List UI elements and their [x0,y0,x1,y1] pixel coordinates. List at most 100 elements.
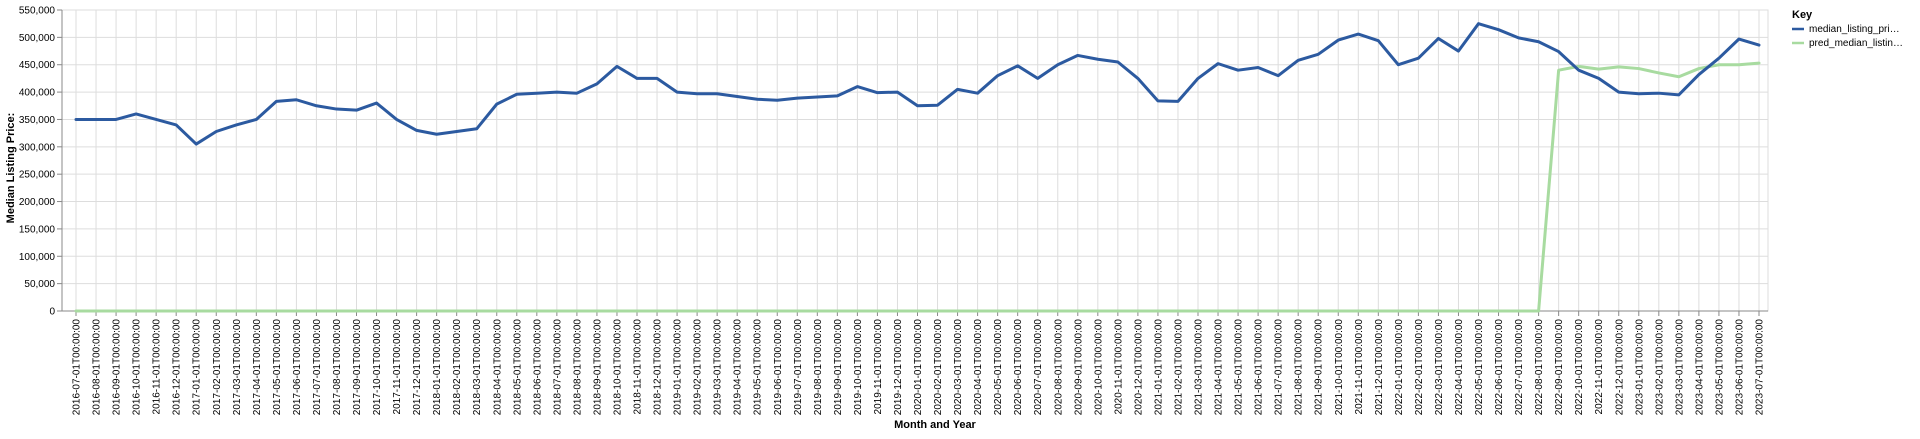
x-tick-label: 2020-04-01T00:00:00 [973,319,984,416]
x-tick-label: 2018-05-01T00:00:00 [512,319,523,416]
x-tick-label: 2017-02-01T00:00:00 [212,319,223,416]
series-line-2 [74,61,1761,313]
x-tick-label: 2022-02-01T00:00:00 [1414,319,1425,416]
series-line-1 [74,22,1761,146]
y-tick-label: 0 [49,307,55,318]
x-tick-label: 2022-08-01T00:00:00 [1534,319,1545,416]
x-tick-label: 2022-04-01T00:00:00 [1454,319,1465,416]
x-tick-label: 2021-03-01T00:00:00 [1194,319,1205,416]
x-tick-label: 2020-05-01T00:00:00 [993,319,1004,416]
x-tick-label: 2017-09-01T00:00:00 [352,319,363,416]
y-tick-label: 100,000 [19,252,56,263]
x-tick-label: 2017-03-01T00:00:00 [232,319,243,416]
gridlines [61,9,1769,312]
x-tick-label: 2018-11-01T00:00:00 [633,319,644,415]
legend-title: Key [1792,9,1813,21]
x-tick-label: 2023-05-01T00:00:00 [1714,319,1725,416]
x-tick-label: 2018-10-01T00:00:00 [612,319,623,416]
x-tick-label: 2022-07-01T00:00:00 [1514,319,1525,416]
y-tick-label: 150,000 [19,224,56,235]
x-tick-label: 2018-03-01T00:00:00 [472,319,483,416]
x-tick-label: 2022-09-01T00:00:00 [1554,319,1565,416]
x-tick-label: 2017-08-01T00:00:00 [332,319,343,416]
x-tick-label: 2018-06-01T00:00:00 [532,319,543,416]
x-tick-label: 2020-12-01T00:00:00 [1133,319,1144,416]
x-tick-label: 2016-09-01T00:00:00 [112,319,123,416]
x-tick-label: 2017-10-01T00:00:00 [372,319,383,416]
y-tick-label: 500,000 [19,33,56,44]
x-tick-label: 2021-11-01T00:00:00 [1354,319,1365,415]
x-tick-label: 2018-04-01T00:00:00 [492,319,503,416]
y-tick-label: 300,000 [19,142,56,153]
legend-label: median_listing_pri… [1809,24,1900,35]
legend-items: median_listing_pri… pred_median_listin… [1792,24,1903,49]
x-axis-tick-labels: 2016-07-01T00:00:00 2016-08-01T00:00:00 20… [72,319,1766,416]
x-tick-label: 2017-01-01T00:00:00 [192,319,203,416]
x-tick-label: 2019-08-01T00:00:00 [813,319,824,416]
x-tick-label: 2020-02-01T00:00:00 [933,319,944,416]
x-tick-label: 2021-12-01T00:00:00 [1374,319,1385,416]
x-tick-label: 2022-01-01T00:00:00 [1394,319,1405,416]
x-tick-label: 2022-03-01T00:00:00 [1434,319,1445,416]
x-tick-label: 2021-05-01T00:00:00 [1234,319,1245,416]
x-tick-label: 2018-01-01T00:00:00 [432,319,443,416]
y-tick-label: 50,000 [24,279,55,290]
y-tick-label: 450,000 [19,60,56,71]
x-tick-label: 2019-04-01T00:00:00 [733,319,744,416]
x-tick-label: 2016-07-01T00:00:00 [72,319,83,416]
x-tick-label: 2021-09-01T00:00:00 [1314,319,1325,416]
x-tick-label: 2022-11-01T00:00:00 [1594,319,1605,415]
y-tick-label: 550,000 [19,6,56,17]
x-tick-label: 2019-09-01T00:00:00 [833,319,844,416]
y-axis-title: Median Listing Price: [5,113,17,224]
series-lines [74,22,1761,313]
x-tick-label: 2019-10-01T00:00:00 [853,319,864,416]
x-tick-label: 2020-09-01T00:00:00 [1073,319,1084,416]
x-tick-label: 2019-12-01T00:00:00 [893,319,904,416]
x-tick-label: 2018-09-01T00:00:00 [592,319,603,416]
x-tick-label: 2017-06-01T00:00:00 [292,319,303,416]
x-tick-label: 2017-05-01T00:00:00 [272,319,283,416]
x-tick-label: 2020-07-01T00:00:00 [1033,319,1044,416]
legend-label: pred_median_listin… [1809,38,1903,49]
x-tick-label: 2020-08-01T00:00:00 [1053,319,1064,416]
x-tick-label: 2018-07-01T00:00:00 [552,319,563,416]
x-tick-label: 2022-12-01T00:00:00 [1614,319,1625,416]
x-tick-label: 2019-02-01T00:00:00 [693,319,704,416]
x-axis-title: Month and Year [894,419,976,431]
x-tick-label: 2019-05-01T00:00:00 [753,319,764,416]
x-tick-label: 2022-06-01T00:00:00 [1494,319,1505,416]
y-axis-tick-labels: 0 50,000 100,000 150,000 200,000 250,000 300,0… [19,6,56,318]
x-tick-label: 2020-01-01T00:00:00 [913,319,924,416]
x-tick-label: 2021-02-01T00:00:00 [1173,319,1184,416]
x-tick-label: 2019-01-01T00:00:00 [673,319,684,416]
x-tick-label: 2021-06-01T00:00:00 [1254,319,1265,416]
x-tick-label: 2020-10-01T00:00:00 [1093,319,1104,416]
axes [57,9,1768,316]
x-tick-label: 2016-11-01T00:00:00 [152,319,163,415]
x-tick-label: 2020-06-01T00:00:00 [1013,319,1024,416]
x-tick-label: 2019-07-01T00:00:00 [793,319,804,416]
x-tick-label: 2020-03-01T00:00:00 [953,319,964,416]
x-tick-label: 2022-10-01T00:00:00 [1574,319,1585,416]
x-tick-label: 2023-07-01T00:00:00 [1755,319,1766,416]
x-tick-label: 2021-01-01T00:00:00 [1153,319,1164,416]
x-tick-label: 2017-12-01T00:00:00 [412,319,423,416]
x-tick-label: 2016-08-01T00:00:00 [92,319,103,416]
x-tick-label: 2023-04-01T00:00:00 [1694,319,1705,416]
x-tick-label: 2018-02-01T00:00:00 [452,319,463,416]
y-tick-label: 350,000 [19,115,56,126]
y-tick-label: 250,000 [19,170,56,181]
x-tick-label: 2019-06-01T00:00:00 [773,319,784,416]
x-tick-label: 2022-05-01T00:00:00 [1474,319,1485,416]
x-tick-label: 2019-03-01T00:00:00 [713,319,724,416]
plot-frame [61,9,1769,312]
x-tick-label: 2021-04-01T00:00:00 [1214,319,1225,416]
x-tick-label: 2017-04-01T00:00:00 [252,319,263,416]
x-tick-label: 2021-10-01T00:00:00 [1334,319,1345,416]
x-tick-label: 2021-08-01T00:00:00 [1294,319,1305,416]
x-tick-label: 2023-06-01T00:00:00 [1734,319,1745,416]
x-tick-label: 2021-07-01T00:00:00 [1274,319,1285,416]
